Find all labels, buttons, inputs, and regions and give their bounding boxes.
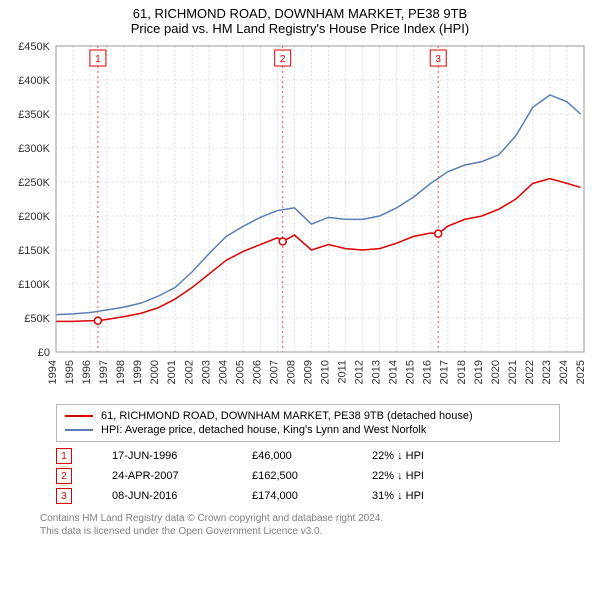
sale-price: £174,000 xyxy=(252,490,332,502)
svg-text:2020: 2020 xyxy=(490,360,502,384)
svg-text:2: 2 xyxy=(280,54,286,65)
svg-text:£450K: £450K xyxy=(18,41,50,53)
svg-text:2014: 2014 xyxy=(388,360,400,384)
sale-row: 1 17-JUN-1996 £46,000 22% ↓ HPI xyxy=(56,446,560,466)
legend-label-property: 61, RICHMOND ROAD, DOWNHAM MARKET, PE38 … xyxy=(101,410,473,422)
sales-table: 1 17-JUN-1996 £46,000 22% ↓ HPI 2 24-APR… xyxy=(56,446,560,506)
svg-text:2001: 2001 xyxy=(166,360,178,384)
svg-text:2016: 2016 xyxy=(422,360,434,384)
sale-row: 2 24-APR-2007 £162,500 22% ↓ HPI xyxy=(56,466,560,486)
svg-text:2015: 2015 xyxy=(405,360,417,384)
svg-text:2007: 2007 xyxy=(268,360,280,384)
legend-swatch-hpi xyxy=(65,429,93,431)
footer-line1: Contains HM Land Registry data © Crown c… xyxy=(40,512,560,525)
svg-text:2010: 2010 xyxy=(320,360,332,384)
svg-text:2002: 2002 xyxy=(183,360,195,384)
chart-title: 61, RICHMOND ROAD, DOWNHAM MARKET, PE38 … xyxy=(0,0,600,21)
sale-date: 08-JUN-2016 xyxy=(112,490,212,502)
svg-text:2024: 2024 xyxy=(558,360,570,384)
svg-text:£150K: £150K xyxy=(18,245,50,257)
svg-text:1999: 1999 xyxy=(132,360,144,384)
sale-marker-icon: 3 xyxy=(56,488,72,504)
svg-text:3: 3 xyxy=(435,54,441,65)
svg-text:2008: 2008 xyxy=(285,360,297,384)
svg-text:2021: 2021 xyxy=(507,360,519,384)
sale-hpi: 22% ↓ HPI xyxy=(372,450,462,462)
legend: 61, RICHMOND ROAD, DOWNHAM MARKET, PE38 … xyxy=(56,404,560,442)
legend-swatch-property xyxy=(65,415,93,417)
legend-item-hpi: HPI: Average price, detached house, King… xyxy=(65,423,551,437)
footer-line2: This data is licensed under the Open Gov… xyxy=(40,525,560,538)
svg-text:1994: 1994 xyxy=(47,360,59,384)
svg-text:£250K: £250K xyxy=(18,177,50,189)
svg-text:£200K: £200K xyxy=(18,211,50,223)
svg-text:2011: 2011 xyxy=(337,360,349,384)
svg-text:£0: £0 xyxy=(38,347,50,359)
sale-hpi: 22% ↓ HPI xyxy=(372,470,462,482)
svg-text:£400K: £400K xyxy=(18,75,50,87)
sale-marker-icon: 2 xyxy=(56,468,72,484)
svg-text:2009: 2009 xyxy=(302,360,314,384)
sale-price: £162,500 xyxy=(252,470,332,482)
svg-text:2004: 2004 xyxy=(217,360,229,384)
svg-text:1998: 1998 xyxy=(115,360,127,384)
svg-text:2013: 2013 xyxy=(371,360,383,384)
svg-text:1: 1 xyxy=(95,54,101,65)
sale-date: 17-JUN-1996 xyxy=(112,450,212,462)
svg-text:£350K: £350K xyxy=(18,109,50,121)
svg-text:2022: 2022 xyxy=(524,360,536,384)
svg-text:1995: 1995 xyxy=(64,360,76,384)
svg-text:2023: 2023 xyxy=(541,360,553,384)
sale-row: 3 08-JUN-2016 £174,000 31% ↓ HPI xyxy=(56,486,560,506)
legend-label-hpi: HPI: Average price, detached house, King… xyxy=(101,424,426,436)
sale-marker-icon: 1 xyxy=(56,448,72,464)
svg-text:2005: 2005 xyxy=(234,360,246,384)
line-chart: £0 £50K £100K £150K £200K £250K £300K £350K £400… xyxy=(0,40,600,400)
sale-date: 24-APR-2007 xyxy=(112,470,212,482)
svg-text:2017: 2017 xyxy=(439,360,451,384)
svg-text:2000: 2000 xyxy=(149,360,161,384)
sale-price: £46,000 xyxy=(252,450,332,462)
chart-container: 61, RICHMOND ROAD, DOWNHAM MARKET, PE38 … xyxy=(0,0,600,538)
svg-text:2006: 2006 xyxy=(251,360,263,384)
svg-text:2025: 2025 xyxy=(575,360,587,384)
svg-text:2019: 2019 xyxy=(473,360,485,384)
svg-text:£50K: £50K xyxy=(24,313,50,325)
svg-text:1996: 1996 xyxy=(81,360,93,384)
svg-text:£100K: £100K xyxy=(18,279,50,291)
svg-text:1997: 1997 xyxy=(98,360,110,384)
footer-note: Contains HM Land Registry data © Crown c… xyxy=(40,512,560,538)
svg-text:2003: 2003 xyxy=(200,360,212,384)
svg-text:£300K: £300K xyxy=(18,143,50,155)
svg-text:2018: 2018 xyxy=(456,360,468,384)
legend-item-property: 61, RICHMOND ROAD, DOWNHAM MARKET, PE38 … xyxy=(65,409,551,423)
chart-subtitle: Price paid vs. HM Land Registry's House … xyxy=(0,21,600,40)
svg-text:2012: 2012 xyxy=(354,360,366,384)
sale-hpi: 31% ↓ HPI xyxy=(372,490,462,502)
